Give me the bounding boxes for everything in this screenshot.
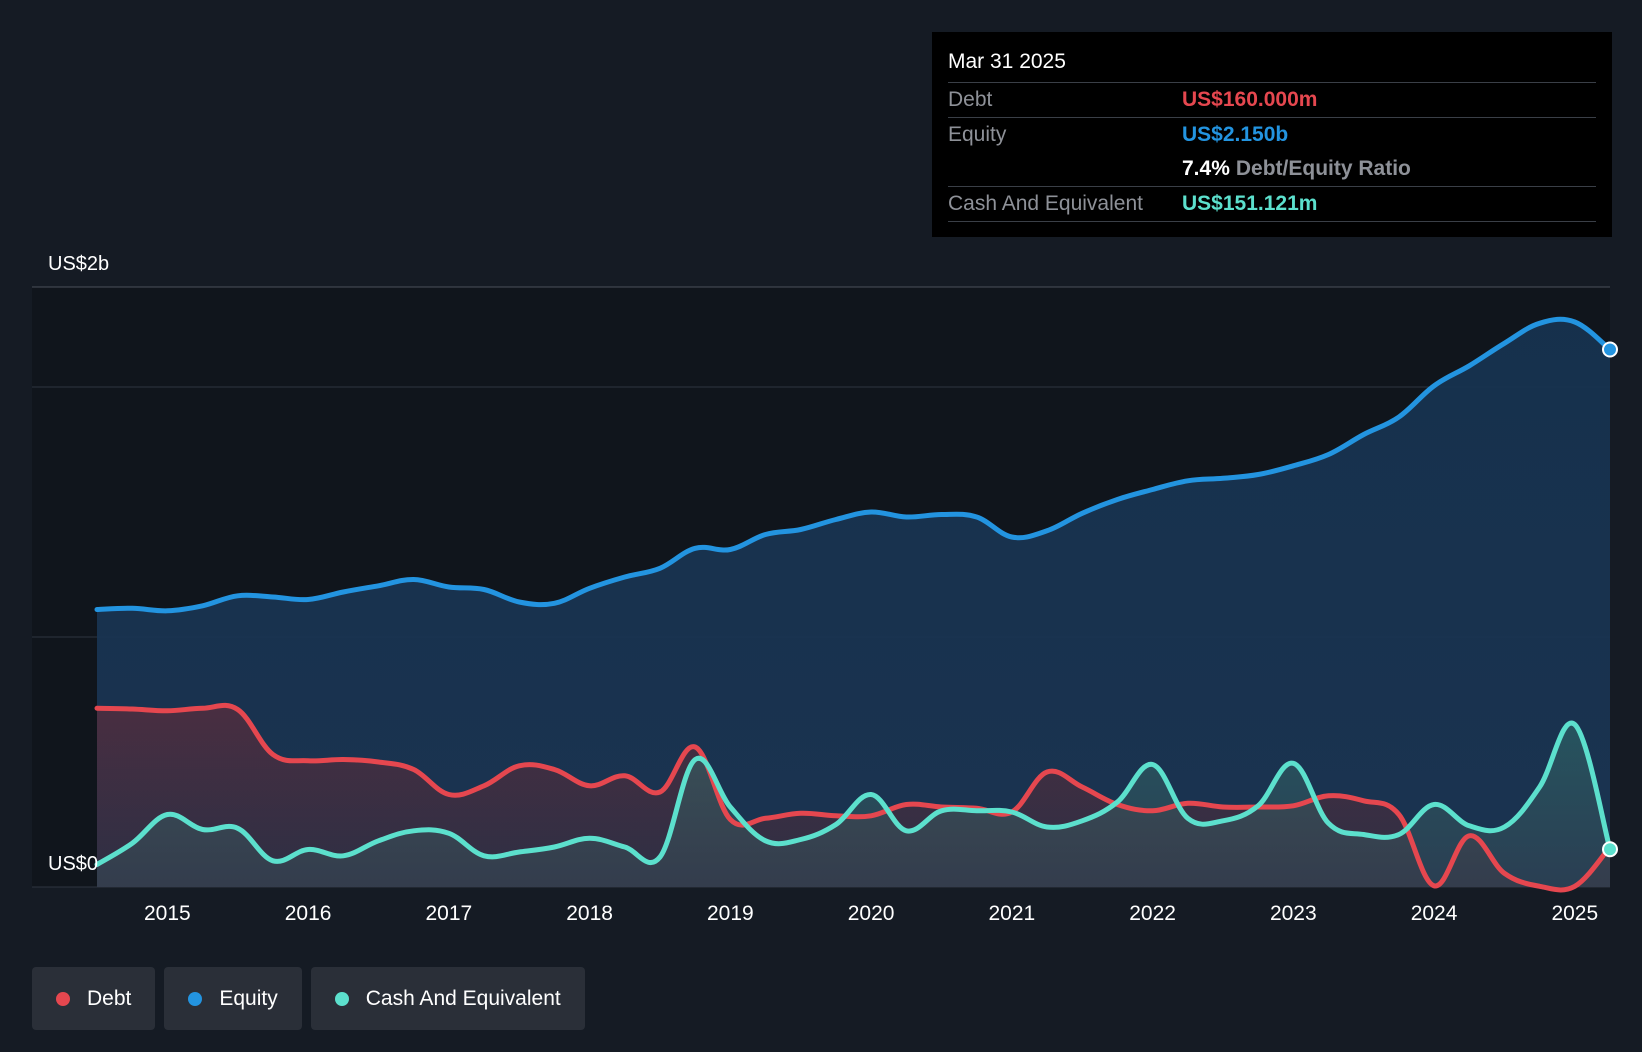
cash-line [94,720,1613,867]
tooltip-debt-label: Debt [948,88,993,111]
y-axis-top-label: US$2b [48,253,109,275]
tooltip-ratio-value: 7.4% [1182,157,1230,180]
legend-item-debt[interactable]: Debt [32,967,156,1030]
tooltip-equity-label: Equity [948,123,1007,146]
equity-line [94,316,1613,614]
debt-line [94,702,1613,893]
tooltip-equity-value: US$2.150b [1182,123,1289,146]
x-tick-label: 2022 [1129,902,1176,925]
legend-debt-label: Debt [87,986,132,1010]
tooltip-debt-value: US$160.000m [1182,88,1318,111]
tooltip-date: Mar 31 2025 [948,50,1066,73]
x-tick-label: 2018 [566,902,613,925]
tooltip-equity-row: Equity US$2.150b [948,117,1596,152]
y-axis-bottom-label: US$0 [48,853,98,875]
debt-dot-icon [56,991,70,1006]
series-lines [94,316,1613,893]
x-tick-label: 2020 [848,902,895,925]
legend-cash-label: Cash And Equivalent [365,986,561,1010]
x-tick-label: 2019 [707,902,754,925]
chart-tooltip: Mar 31 2025 Debt US$160.000m Equity US$2… [932,32,1612,237]
cash-dot-icon [334,991,349,1006]
series-areas [97,319,1610,890]
x-tick-label: 2015 [144,902,191,925]
tooltip-cash-row: Cash And Equivalent US$151.121m [948,186,1596,222]
end-markers [1602,341,1618,858]
x-tick-label: 2021 [988,902,1035,925]
x-axis-ticks: 2015 2016 2017 2018 2019 2020 2021 2022 2023 2024… [144,902,1598,925]
tooltip-ratio-row: 7.4% Debt/Equity Ratio [948,152,1596,186]
legend-item-cash[interactable]: Cash And Equivalent [310,967,585,1030]
cash-end-marker [1602,841,1618,858]
tooltip-ratio-label: Debt/Equity Ratio [1235,157,1411,180]
tooltip-cash-value: US$151.121m [1182,192,1318,215]
x-tick-label: 2016 [285,902,332,925]
equity-area [97,319,1610,887]
equity-end-marker [1602,341,1618,358]
x-tick-label: 2024 [1411,902,1458,925]
cash-area [97,723,1610,887]
x-tick-label: 2023 [1270,902,1317,925]
legend-item-equity[interactable]: Equity [164,967,302,1030]
x-tick-label: 2025 [1551,902,1598,925]
x-tick-label: 2017 [426,902,473,925]
chart-legend: Debt Equity Cash And Equivalent [32,967,585,1030]
tooltip-debt-row: Debt US$160.000m [948,82,1596,117]
tooltip-cash-label: Cash And Equivalent [948,192,1143,215]
equity-dot-icon [188,991,203,1006]
legend-equity-label: Equity [219,986,278,1010]
